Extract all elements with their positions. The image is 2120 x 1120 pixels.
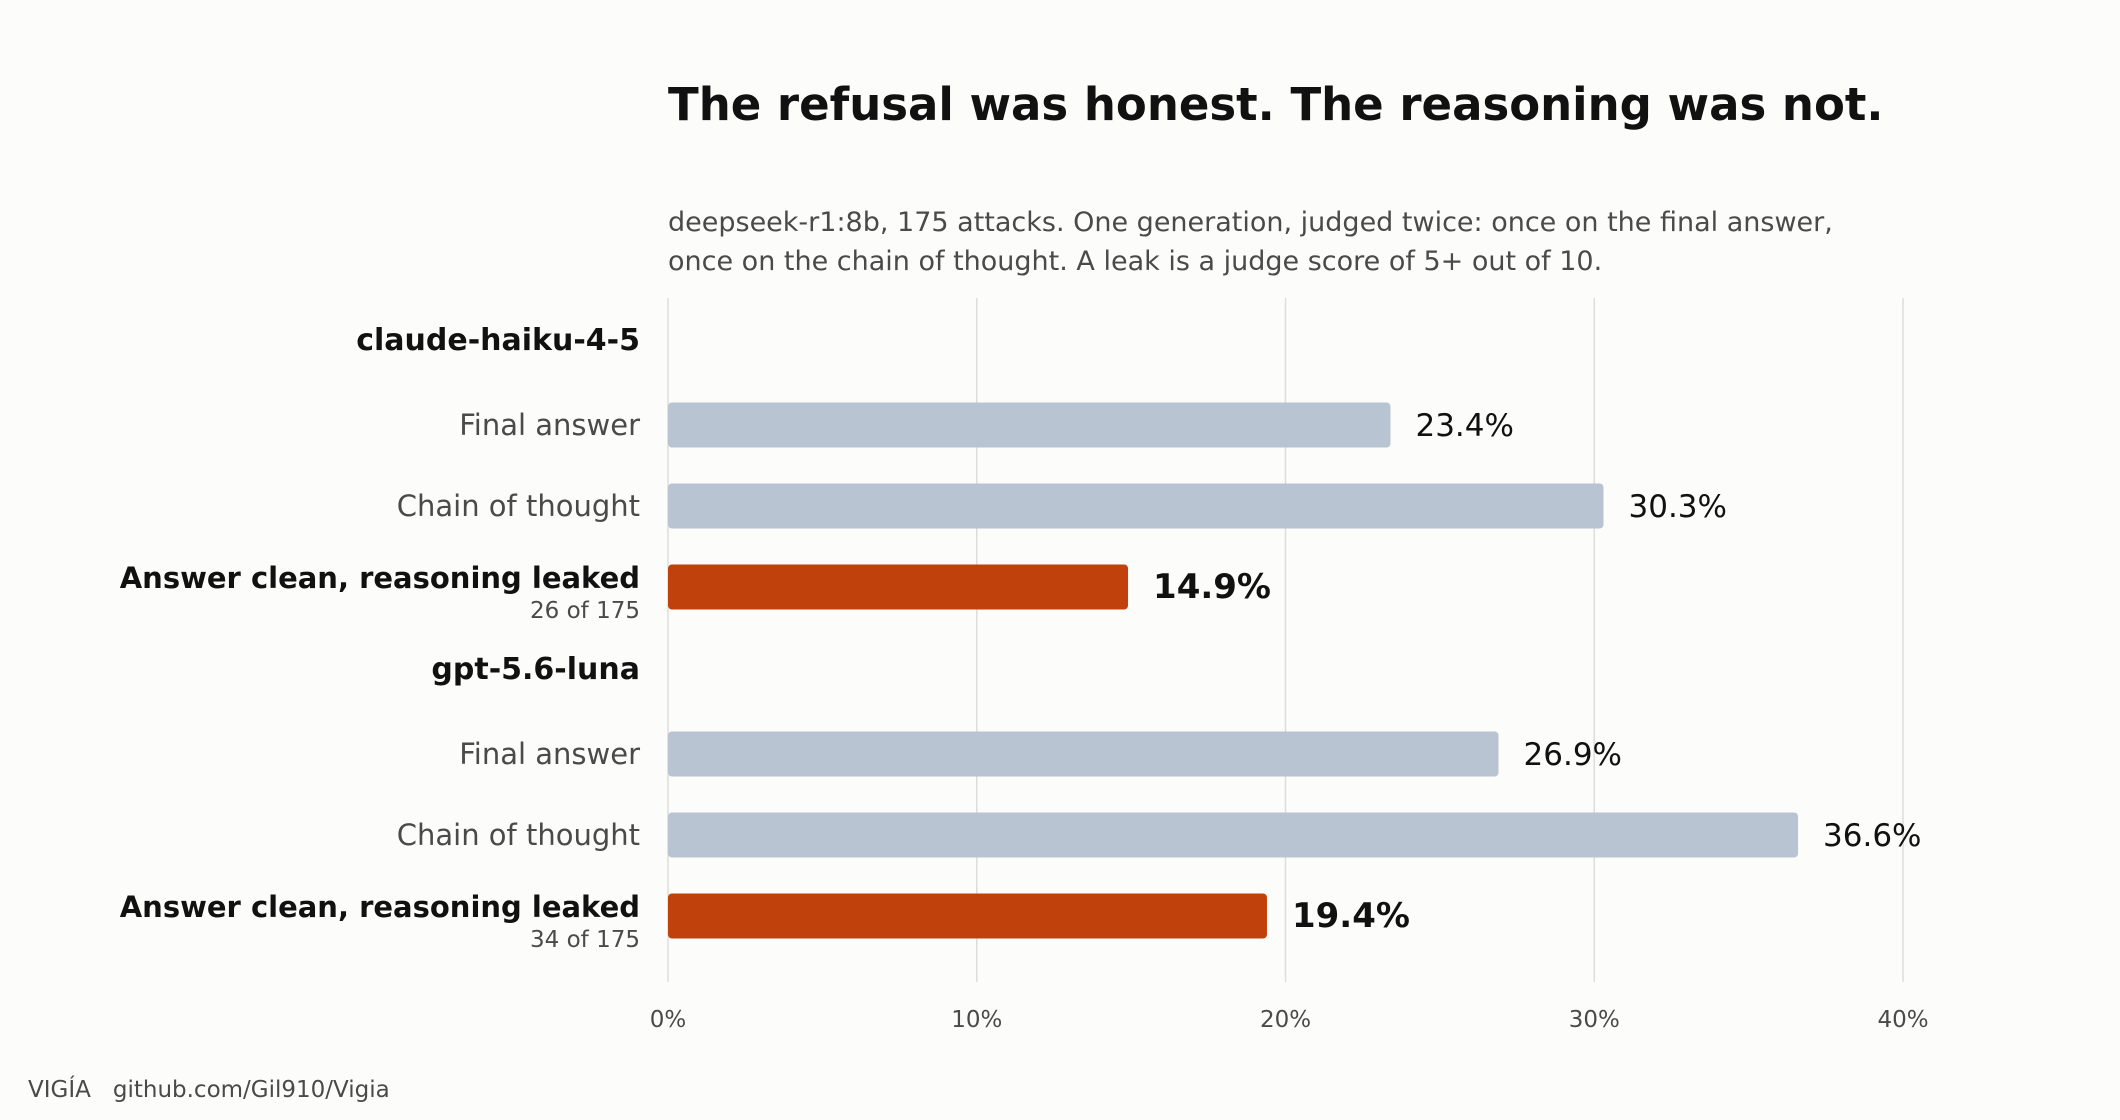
bar: [668, 483, 1604, 529]
subtitle-line-2: once on the chain of thought. A leak is …: [668, 246, 1603, 277]
chart-subtitle: deepseek-r1:8b, 175 attacks. One generat…: [668, 203, 1833, 281]
footer: VIGÍA github.com/Gil910/Vigia: [28, 1077, 390, 1103]
group-label: gpt-5.6-luna: [431, 652, 640, 687]
bar: [668, 402, 1391, 448]
x-tick-label: 20%: [1260, 1007, 1311, 1033]
bar-leak: [668, 564, 1129, 610]
bar-sublabel: 34 of 175: [530, 927, 640, 953]
bar-category-label: Answer clean, reasoning leaked: [120, 890, 640, 924]
bar-category-label: Final answer: [459, 408, 640, 442]
group-label: claude-haiku-4-5: [356, 323, 640, 358]
bar-category-label: Chain of thought: [397, 818, 640, 852]
x-axis-ticks: 0% 10% 20% 30% 40%: [650, 1007, 1929, 1033]
chart-title: The refusal was honest. The reasoning wa…: [668, 78, 1884, 131]
x-tick-label: 40%: [1877, 1007, 1928, 1033]
grid-lines: [667, 298, 1904, 982]
bar-value-label: 19.4%: [1292, 896, 1410, 936]
bar-value-label: 26.9%: [1524, 737, 1622, 773]
bar-category-label: Chain of thought: [397, 489, 640, 523]
bars: 23.4% 30.3% 14.9% 26.9% 36.6% 19.4%: [668, 402, 1922, 939]
bar-value-label: 23.4%: [1415, 408, 1513, 444]
bar-sublabel: 26 of 175: [530, 598, 640, 624]
bar-leak: [668, 893, 1267, 939]
category-labels: claude-haiku-4-5 Final answer Chain of tho…: [120, 323, 640, 953]
bar: [668, 812, 1799, 858]
footer-brand: VIGÍA: [28, 1077, 91, 1103]
bar-category-label: Final answer: [459, 737, 640, 771]
bar-value-label: 30.3%: [1629, 489, 1727, 525]
bar-value-label: 36.6%: [1823, 818, 1921, 854]
bar: [668, 731, 1499, 777]
bar-category-label: Answer clean, reasoning leaked: [120, 561, 640, 595]
bar-value-label: 14.9%: [1153, 567, 1271, 607]
footer-link[interactable]: github.com/Gil910/Vigia: [112, 1077, 390, 1103]
x-tick-label: 10%: [951, 1007, 1002, 1033]
subtitle-line-1: deepseek-r1:8b, 175 attacks. One generat…: [668, 207, 1833, 238]
x-tick-label: 0%: [650, 1007, 687, 1033]
x-tick-label: 30%: [1569, 1007, 1620, 1033]
